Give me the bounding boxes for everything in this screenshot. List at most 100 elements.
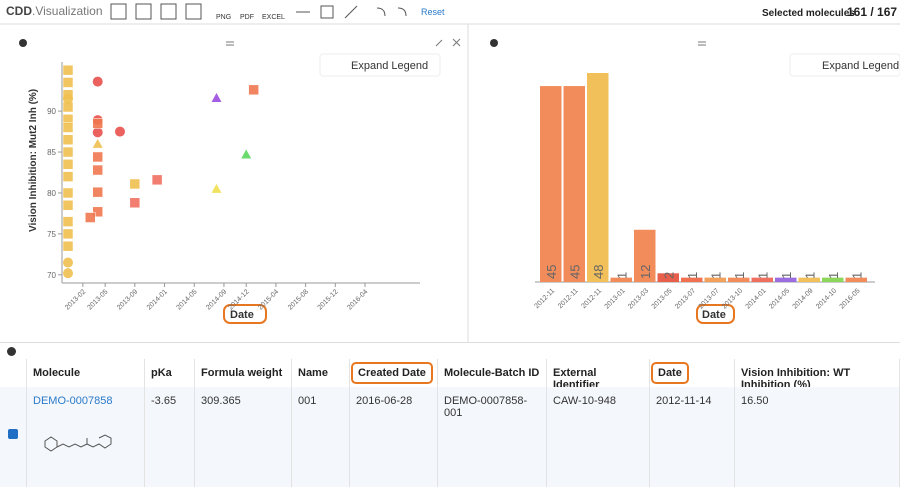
point bbox=[62, 187, 74, 199]
bar-value-label: 1 bbox=[732, 272, 747, 279]
pdf-button[interactable]: PDF bbox=[240, 14, 254, 21]
excel-button[interactable]: EXCEL bbox=[262, 14, 285, 21]
point bbox=[62, 77, 74, 88]
column-header[interactable]: pKa bbox=[145, 359, 195, 387]
x-tick-label: 2015-08 bbox=[287, 288, 310, 311]
x-tick-label: 2013-09 bbox=[116, 288, 139, 311]
table-cell: CAW-10-948 bbox=[547, 387, 650, 487]
column-header[interactable]: Date bbox=[650, 359, 735, 387]
scatter-icon[interactable] bbox=[110, 3, 127, 20]
cell-text: 2016-06-28 bbox=[356, 395, 413, 407]
header-text[interactable]: Name bbox=[298, 367, 328, 379]
cell-text: 16.50 bbox=[741, 395, 769, 407]
header-text[interactable]: Date bbox=[651, 362, 689, 384]
bar-value-label: 45 bbox=[567, 265, 582, 279]
point bbox=[92, 127, 103, 138]
x-axis-dropdown[interactable] bbox=[696, 304, 735, 324]
header-text[interactable]: Molecule-Batch ID bbox=[444, 367, 540, 379]
y-tick-label: 90 bbox=[47, 107, 56, 116]
bar bbox=[798, 277, 820, 282]
column-header[interactable]: Name bbox=[292, 359, 350, 387]
x-axis-dropdown[interactable] bbox=[223, 304, 267, 324]
header-text[interactable]: Molecule bbox=[33, 367, 81, 379]
column-header[interactable]: Created Date bbox=[350, 359, 438, 387]
bar bbox=[728, 277, 750, 282]
x-tick-label: 2016-05 bbox=[839, 287, 862, 310]
visualization-area: CDD .Visualization PNG PDF EXCEL Reset S… bbox=[0, 3, 900, 342]
x-tick-label: 2014-09 bbox=[792, 287, 815, 310]
bar-icon[interactable] bbox=[135, 3, 152, 20]
cell-text: 2012-11-14 bbox=[656, 395, 712, 407]
table-cell: DEMO-0007858-001 bbox=[438, 387, 547, 487]
table-row: DEMO-0007858 -3.65 309.365 001 2016-06-28 DEM… bbox=[0, 387, 900, 487]
checkbox[interactable] bbox=[8, 429, 18, 439]
x-axis-label[interactable]: Date bbox=[230, 309, 254, 321]
x-tick-label: 2013-07 bbox=[674, 287, 697, 310]
action-icons[interactable] bbox=[296, 5, 407, 19]
bar bbox=[681, 277, 703, 282]
png-button[interactable]: PNG bbox=[216, 14, 231, 21]
y-tick-label: 70 bbox=[47, 271, 56, 280]
bar bbox=[657, 273, 679, 282]
point bbox=[63, 257, 73, 268]
molecule-link[interactable]: DEMO-0007858 bbox=[33, 395, 113, 407]
point bbox=[85, 212, 96, 223]
cell-text: CAW-10-948 bbox=[553, 395, 616, 407]
bar bbox=[634, 229, 656, 282]
bar bbox=[563, 86, 585, 282]
x-tick-label: 2015-04 bbox=[257, 288, 280, 311]
window-controls[interactable] bbox=[435, 38, 461, 47]
column-header[interactable]: Molecule bbox=[27, 359, 145, 387]
x-tick-label: 2014-01 bbox=[146, 288, 169, 311]
column-header[interactable]: Vision Inhibition: WT Inhibition (%) bbox=[735, 359, 900, 391]
cell-text: -3.65 bbox=[151, 395, 177, 407]
drag-handle[interactable] bbox=[226, 41, 706, 46]
molecule-icon[interactable] bbox=[185, 3, 202, 20]
expand-legend[interactable]: Expand Legend bbox=[822, 60, 899, 72]
point bbox=[92, 186, 103, 198]
cell-text: 001 bbox=[298, 395, 317, 407]
bar-value-label: 45 bbox=[544, 265, 559, 279]
x-tick-label: 2013-02 bbox=[64, 288, 87, 311]
cell-text: DEMO-0007858-001 bbox=[444, 395, 528, 419]
header-text[interactable]: Formula weight bbox=[201, 367, 283, 379]
structure-image bbox=[44, 434, 112, 452]
cell-text: 309.365 bbox=[201, 395, 241, 407]
column-header[interactable]: Molecule-Batch ID bbox=[438, 359, 547, 387]
point bbox=[129, 178, 141, 190]
point bbox=[211, 183, 222, 193]
logo-sub: .Visualization bbox=[32, 4, 103, 18]
bar-value-label: 12 bbox=[638, 265, 653, 279]
point bbox=[92, 118, 103, 129]
point bbox=[129, 197, 141, 209]
point bbox=[62, 64, 74, 76]
point bbox=[92, 164, 103, 176]
settings-icon[interactable] bbox=[19, 39, 27, 47]
x-tick-label: 2012-11 bbox=[557, 287, 580, 310]
logo: CDD bbox=[6, 4, 32, 18]
bar-value-label: 1 bbox=[779, 272, 794, 279]
x-tick-label: 2014-05 bbox=[176, 288, 199, 311]
legend-button[interactable] bbox=[789, 53, 900, 77]
table: Molecule pKa Formula weight Name Created Dat… bbox=[0, 342, 900, 488]
settings-icon[interactable] bbox=[490, 39, 498, 47]
point bbox=[62, 122, 74, 133]
legend-button[interactable] bbox=[319, 53, 441, 77]
bar bbox=[751, 277, 773, 282]
header-text[interactable]: Created Date bbox=[351, 362, 433, 384]
reset-button[interactable]: Reset bbox=[421, 7, 445, 17]
table-settings[interactable] bbox=[7, 347, 16, 356]
table-cell: 2012-11-14 bbox=[650, 387, 735, 487]
point bbox=[241, 149, 252, 159]
column-header[interactable]: Formula weight bbox=[195, 359, 292, 387]
bar-value-label: 1 bbox=[826, 272, 841, 279]
x-axis-label[interactable]: Date bbox=[702, 309, 726, 321]
table-header: Molecule pKa Formula weight Name Created Dat… bbox=[0, 359, 900, 391]
header-text[interactable]: pKa bbox=[151, 367, 172, 379]
bar-value-label: 1 bbox=[755, 272, 770, 279]
histogram-icon[interactable] bbox=[160, 3, 177, 20]
point bbox=[92, 151, 103, 163]
column-header[interactable]: External Identifier bbox=[547, 359, 650, 391]
expand-legend[interactable]: Expand Legend bbox=[351, 60, 428, 72]
